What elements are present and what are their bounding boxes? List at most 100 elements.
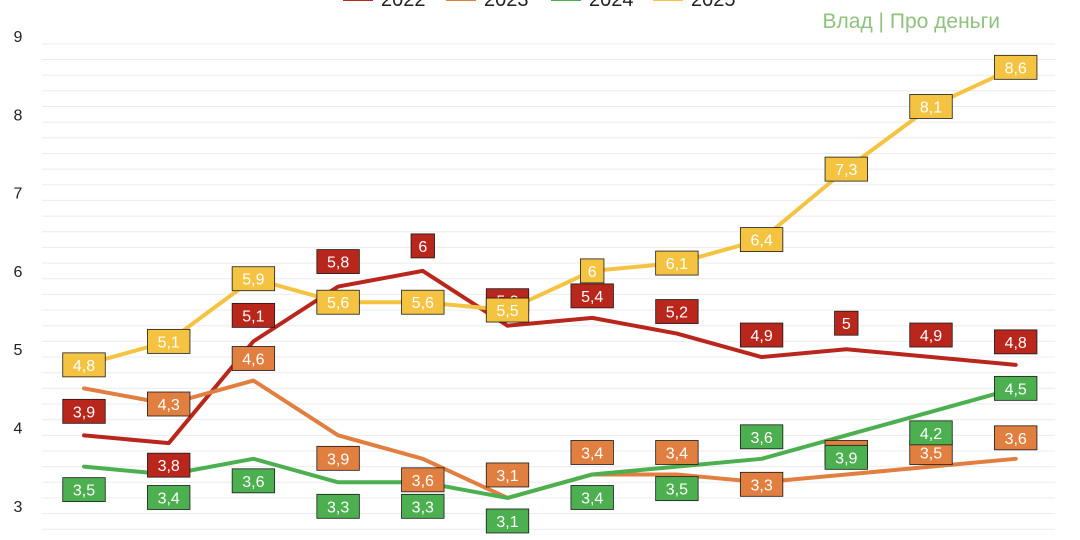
- data-label-2023-7: 3,4: [570, 440, 614, 465]
- data-label-text: 3,5: [666, 482, 688, 499]
- data-label-box: [485, 508, 530, 534]
- data-label-box: [401, 289, 445, 315]
- data-label-2022-12: 4,8: [994, 329, 1038, 355]
- data-label-box: [655, 476, 699, 502]
- data-label-2024-8: 3,5: [655, 476, 699, 502]
- data-label-text: 3,9: [73, 404, 95, 421]
- legend-item-2022: 2022: [343, 0, 426, 11]
- data-label-2025-8: 6,1: [655, 250, 699, 276]
- data-label-box: [410, 233, 435, 259]
- data-label-2023-3: 4,6: [231, 346, 276, 371]
- data-label-2024-6: 3,1: [485, 508, 530, 534]
- data-label-box: [231, 346, 276, 371]
- data-label-text: 3,5: [73, 483, 95, 500]
- data-label-2024-3: 3,6: [231, 468, 276, 494]
- data-label-text: 6: [588, 264, 597, 281]
- y-tick-label: 8: [14, 107, 23, 124]
- data-label-text: 5,1: [158, 334, 180, 351]
- data-label-text: 4,5: [1005, 381, 1027, 398]
- data-label-box: [824, 444, 868, 470]
- data-label-text: 4,8: [1005, 335, 1027, 352]
- data-label-box: [994, 425, 1038, 451]
- data-label-box: [824, 156, 868, 182]
- data-label-box: [655, 440, 699, 465]
- data-label-text: 3,9: [327, 451, 349, 468]
- data-label-box: [147, 485, 191, 510]
- legend: 2022 2023 2024 2025: [343, 0, 736, 11]
- data-label-text: 3,1: [496, 514, 518, 531]
- data-label-box: [739, 424, 784, 450]
- data-label-box: [909, 420, 953, 446]
- data-label-box: [739, 227, 784, 252]
- data-label-text: 6: [418, 239, 427, 256]
- data-label-box: [316, 289, 360, 315]
- data-label-2024-10: 3,9: [824, 444, 868, 470]
- data-label-box: [231, 266, 276, 292]
- data-label-2023-8: 3,4: [655, 440, 699, 465]
- y-tick-label: 3: [14, 499, 23, 516]
- data-label-2022-2: 3,8: [147, 452, 191, 478]
- data-label-text: 4,9: [750, 328, 772, 345]
- data-label-text: 5,2: [666, 305, 688, 322]
- legend-label: 2023: [484, 0, 529, 11]
- data-label-2024-11: 4,2: [909, 420, 953, 446]
- data-label-text: 5,6: [412, 295, 434, 312]
- data-label-box: [62, 477, 106, 503]
- data-label-text: 5,9: [242, 272, 264, 289]
- data-label-2024-4: 3,3: [316, 493, 360, 519]
- data-label-text: 4,6: [242, 352, 264, 369]
- legend-item-2024: 2024: [551, 0, 634, 11]
- data-label-text: 3,3: [327, 499, 349, 516]
- data-label-text: 3,6: [242, 474, 264, 491]
- y-tick-label: 6: [14, 264, 23, 281]
- data-label-text: 3,5: [920, 446, 942, 463]
- data-label-box: [485, 462, 530, 488]
- data-label-box: [147, 328, 191, 354]
- data-label-2022-4: 5,8: [316, 249, 360, 274]
- gridlines: [42, 43, 1055, 530]
- data-label-text: 5,5: [496, 303, 518, 320]
- data-label-2025-5: 5,6: [401, 289, 445, 315]
- data-label-2022-11: 4,9: [909, 322, 953, 348]
- data-label-2025-10: 7,3: [824, 156, 868, 182]
- data-label-box: [834, 310, 859, 336]
- data-label-2023-5: 3,6: [401, 467, 445, 493]
- series-lines: [82, 65, 1018, 500]
- data-label-2023-9: 3,3: [739, 471, 784, 497]
- data-label-2025-7: 6: [580, 258, 605, 284]
- data-label-text: 3,3: [412, 499, 434, 516]
- data-label-box: [62, 398, 106, 424]
- data-label-2022-10: 5: [834, 310, 859, 336]
- data-label-2024-5: 3,3: [401, 493, 445, 519]
- data-label-2025-3: 5,9: [231, 266, 276, 292]
- data-label-text: 3,4: [158, 490, 180, 507]
- data-label-2024-9: 3,6: [739, 424, 784, 450]
- data-label-text: 3,6: [750, 430, 772, 447]
- data-label-2025-2: 5,1: [147, 328, 191, 354]
- data-label-2025-6: 5,5: [485, 297, 530, 323]
- series-line-2024: [82, 386, 1018, 500]
- data-label-box: [147, 452, 191, 478]
- data-label-text: 3,4: [666, 445, 688, 462]
- data-label-box: [909, 94, 953, 119]
- data-label-2024-7: 3,4: [570, 485, 614, 510]
- data-label-text: 3,9: [835, 450, 857, 467]
- legend-label: 2022: [381, 0, 426, 11]
- data-label-text: 5,1: [242, 308, 264, 325]
- data-label-text: 4,8: [73, 358, 95, 375]
- data-label-2023-2: 4,3: [147, 391, 191, 417]
- data-label-text: 6,1: [666, 256, 688, 273]
- data-label-box: [994, 329, 1038, 355]
- data-label-box: [485, 297, 530, 323]
- data-label-2023-12: 3,6: [994, 425, 1038, 451]
- data-label-box: [909, 322, 953, 348]
- data-label-2024-2: 3,4: [147, 485, 191, 510]
- y-tick-label: 4: [14, 421, 23, 438]
- data-label-text: 5,4: [581, 289, 603, 306]
- data-label-box: [401, 467, 445, 493]
- data-label-text: 4,2: [920, 426, 942, 443]
- data-label-2024-12: 4,5: [994, 375, 1038, 401]
- data-label-box: [994, 375, 1038, 401]
- data-label-2022-8: 5,2: [655, 299, 699, 324]
- legend-label: 2025: [691, 0, 736, 11]
